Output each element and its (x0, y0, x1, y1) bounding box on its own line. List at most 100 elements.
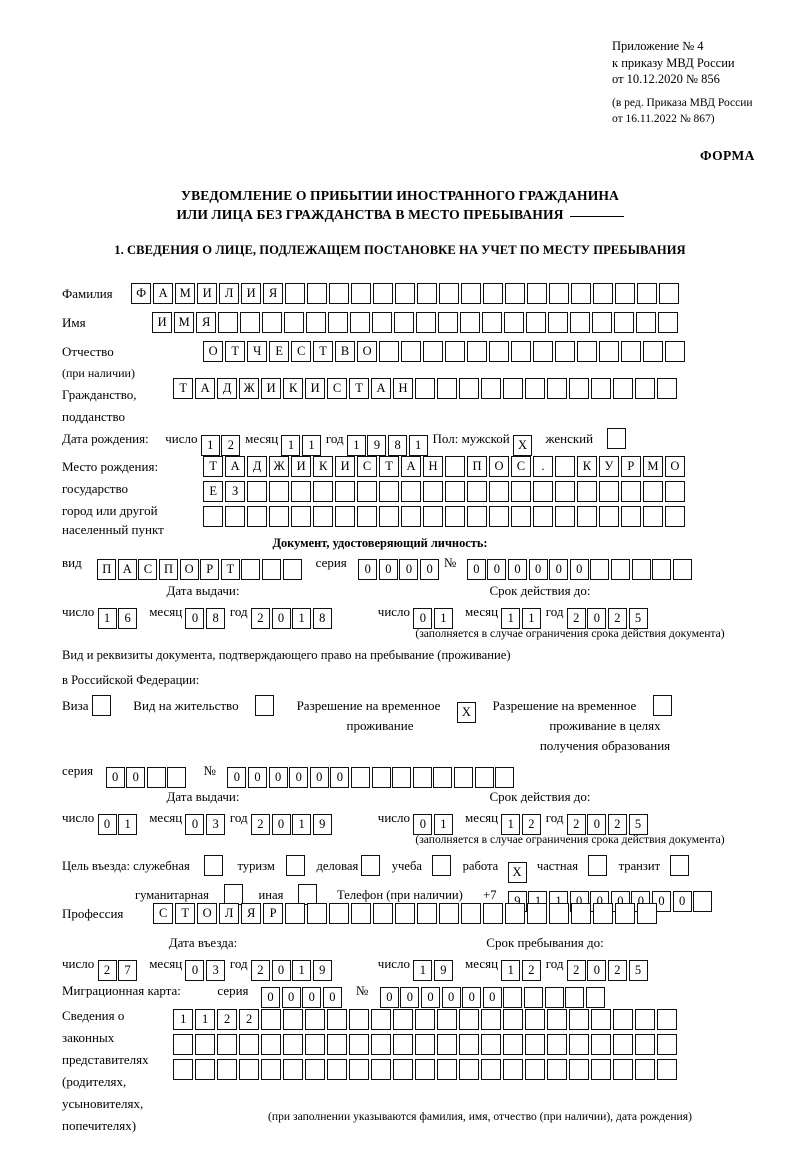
char-cell[interactable] (568, 1059, 590, 1080)
char-cell[interactable] (565, 986, 585, 1008)
char-cell[interactable] (525, 312, 547, 333)
char-cell[interactable] (239, 312, 261, 333)
char-cell[interactable] (290, 481, 312, 502)
char-cell[interactable] (260, 1059, 282, 1080)
char-cell[interactable]: 0 (587, 813, 607, 835)
char-cell[interactable]: Л (218, 283, 240, 304)
char-cell[interactable]: 0 (271, 813, 291, 835)
char-cell[interactable]: 0 (379, 986, 399, 1008)
char-cell[interactable]: Т (173, 378, 194, 399)
char-cell[interactable]: 2 (566, 607, 586, 629)
char-cell[interactable] (328, 283, 350, 304)
char-cell[interactable] (261, 312, 283, 333)
char-cell[interactable]: М (174, 283, 196, 304)
char-cell[interactable]: 1 (292, 813, 312, 835)
char-cell[interactable]: Ф (131, 283, 152, 304)
char-cell[interactable] (612, 1034, 634, 1055)
char-cell[interactable]: 9 (312, 813, 332, 835)
char-cell[interactable] (284, 283, 306, 304)
char-cell[interactable]: 1 (413, 959, 433, 981)
char-cell[interactable]: 0 (126, 766, 146, 788)
char-cell[interactable] (400, 341, 422, 362)
char-cell[interactable]: 1 (501, 607, 521, 629)
char-cell[interactable]: Т (348, 378, 370, 399)
char-cell[interactable] (444, 341, 466, 362)
char-cell[interactable]: 0 (672, 890, 692, 912)
char-cell[interactable] (554, 506, 576, 527)
char-cell[interactable]: 9 (433, 959, 453, 981)
char-cell[interactable] (392, 1009, 414, 1030)
char-cell[interactable] (466, 341, 488, 362)
char-cell[interactable]: 9 (312, 959, 332, 981)
char-cell[interactable] (658, 283, 680, 304)
char-cell[interactable] (304, 1009, 326, 1030)
char-cell[interactable] (570, 903, 592, 924)
char-cell[interactable]: Я (240, 903, 262, 924)
char-cell[interactable] (334, 481, 356, 502)
char-cell[interactable]: 0 (105, 766, 125, 788)
char-cell[interactable] (480, 378, 502, 399)
char-cell[interactable] (444, 481, 466, 502)
char-cell[interactable] (268, 481, 290, 502)
birth-place-line3-cells[interactable] (203, 506, 687, 527)
char-cell[interactable]: С (356, 456, 378, 477)
char-cell[interactable] (356, 481, 378, 502)
residence-permit-checkbox[interactable] (255, 695, 275, 716)
char-cell[interactable]: 1 (521, 607, 541, 629)
char-cell[interactable] (590, 1009, 612, 1030)
char-cell[interactable]: Т (203, 456, 224, 477)
char-cell[interactable]: 2 (250, 607, 270, 629)
char-cell[interactable]: Р (620, 456, 642, 477)
char-cell[interactable] (458, 1034, 480, 1055)
char-cell[interactable]: 0 (441, 986, 461, 1008)
char-cell[interactable] (284, 903, 306, 924)
char-cell[interactable] (612, 378, 634, 399)
char-cell[interactable]: 0 (227, 766, 247, 788)
char-cell[interactable]: Н (422, 456, 444, 477)
char-cell[interactable] (546, 378, 568, 399)
char-cell[interactable] (349, 312, 371, 333)
purpose-humanitarian-checkbox[interactable] (224, 884, 244, 905)
char-cell[interactable] (372, 283, 394, 304)
char-cell[interactable] (524, 1009, 546, 1030)
char-cell[interactable]: С (153, 903, 174, 924)
char-cell[interactable] (203, 506, 224, 527)
char-cell[interactable]: . (532, 456, 554, 477)
char-cell[interactable]: М (173, 312, 195, 333)
char-cell[interactable] (612, 1009, 634, 1030)
char-cell[interactable] (642, 341, 664, 362)
char-cell[interactable] (657, 312, 679, 333)
char-cell[interactable] (488, 506, 510, 527)
char-cell[interactable]: Я (195, 312, 217, 333)
char-cell[interactable] (422, 506, 444, 527)
purpose-business-checkbox[interactable] (361, 855, 381, 876)
char-cell[interactable] (282, 558, 302, 580)
char-cell[interactable] (392, 766, 412, 788)
char-cell[interactable] (371, 312, 393, 333)
char-cell[interactable] (306, 903, 328, 924)
char-cell[interactable]: 8 (388, 434, 408, 456)
char-cell[interactable]: 0 (413, 813, 433, 835)
char-cell[interactable] (656, 1059, 678, 1080)
char-cell[interactable]: 0 (330, 766, 350, 788)
char-cell[interactable]: Д (216, 378, 238, 399)
char-cell[interactable] (482, 283, 504, 304)
char-cell[interactable]: 0 (268, 766, 288, 788)
char-cell[interactable]: З (224, 481, 246, 502)
char-cell[interactable] (546, 1009, 568, 1030)
char-cell[interactable]: 1 (346, 434, 366, 456)
char-cell[interactable] (664, 506, 686, 527)
char-cell[interactable] (400, 506, 422, 527)
char-cell[interactable] (466, 481, 488, 502)
char-cell[interactable] (414, 378, 436, 399)
char-cell[interactable]: О (196, 903, 218, 924)
char-cell[interactable] (282, 1059, 304, 1080)
char-cell[interactable] (370, 1009, 392, 1030)
